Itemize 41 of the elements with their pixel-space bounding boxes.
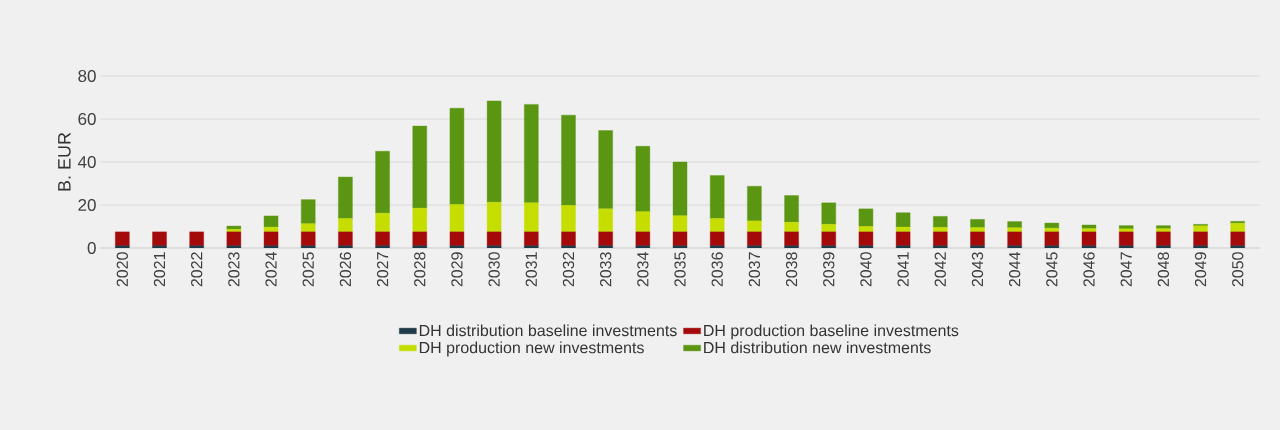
x-tick-label: 2050 <box>1232 252 1244 287</box>
x-tick-label: 2028 <box>414 252 426 287</box>
x-tick-label: 2038 <box>785 252 798 287</box>
legend-label: DH distribution baseline investments <box>419 324 677 337</box>
x-tick-label: 2026 <box>339 252 352 287</box>
x-tick-label: 2022 <box>191 252 203 287</box>
x-tick-label: 2032 <box>562 252 575 287</box>
x-tick-label: 2044 <box>1009 252 1021 287</box>
x-tick-label: 2041 <box>897 252 909 287</box>
y-tick-label: 80 <box>78 69 96 83</box>
x-tick-label: 2036 <box>711 252 723 287</box>
legend-label: DH distribution new investments <box>704 341 931 354</box>
y-tick-label: 60 <box>78 112 96 126</box>
x-tick-label: 2024 <box>265 252 277 287</box>
x-tick-label: 2043 <box>971 252 984 287</box>
x-tick-label: 2025 <box>302 252 314 287</box>
x-tick-label: 2023 <box>228 252 240 287</box>
x-tick-label: 2031 <box>525 252 537 287</box>
x-tick-label: 2047 <box>1120 252 1132 287</box>
x-tick-label: 2049 <box>1194 252 1207 287</box>
x-tick-label: 2021 <box>153 252 166 287</box>
x-tick-label: 2029 <box>451 252 463 287</box>
x-tick-label: 2030 <box>488 252 500 287</box>
x-tick-label: 2039 <box>823 252 835 287</box>
legend-label: DH production baseline investments <box>704 324 959 340</box>
y-axis-title: B. EUR <box>58 132 71 191</box>
y-tick-label: 40 <box>77 155 96 169</box>
x-tick-label: 2035 <box>674 252 686 287</box>
x-tick-label: 2034 <box>637 252 649 287</box>
x-tick-label: 2040 <box>860 252 872 287</box>
x-tick-label: 2042 <box>934 252 946 287</box>
x-tick-label: 2037 <box>748 252 761 287</box>
legend-label: DH production new investments <box>419 341 644 357</box>
x-tick-label: 2048 <box>1157 252 1170 287</box>
y-tick-label: 20 <box>78 198 96 212</box>
x-tick-label: 2046 <box>1083 252 1095 287</box>
x-tick-label: 2020 <box>116 252 128 287</box>
x-tick-label: 2045 <box>1046 252 1058 287</box>
x-tick-label: 2027 <box>376 252 389 287</box>
x-tick-label: 2033 <box>600 252 612 287</box>
y-tick-label: 0 <box>87 241 96 255</box>
